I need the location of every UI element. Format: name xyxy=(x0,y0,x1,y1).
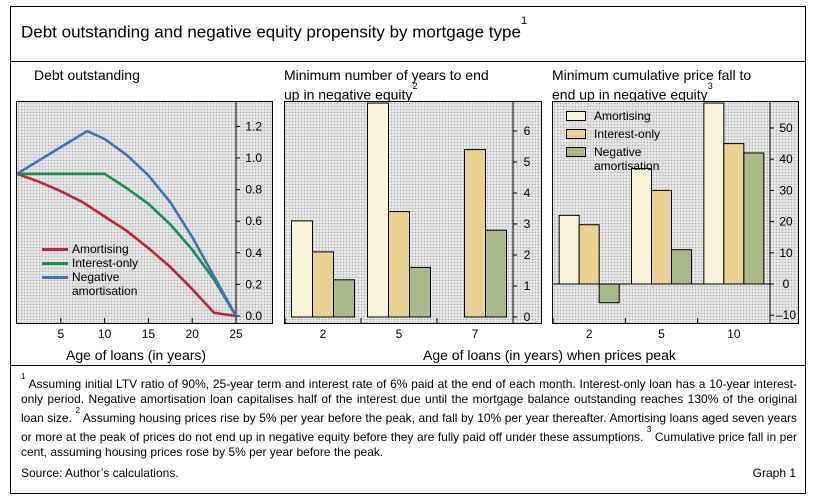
fall-y-tick-label: 50 xyxy=(779,121,793,135)
debt-y-tick-label: 0.4 xyxy=(245,246,262,260)
panel-title-fall: Minimum cumulative price fall to end up … xyxy=(552,67,752,103)
debt-y-tick-label: 0.2 xyxy=(245,277,262,291)
debt-x-tick-label: 25 xyxy=(229,327,243,341)
years-bar-negative-amortisation xyxy=(409,266,431,318)
footnote-divider xyxy=(10,365,806,366)
years-y-tick-label: 1 xyxy=(524,279,531,293)
legend-item-negative-cont: amortisation xyxy=(72,284,138,298)
interest-only-line xyxy=(17,172,238,317)
debt-x-tick-label: 20 xyxy=(186,327,200,341)
source-note: Source: Author’s calculations. xyxy=(21,466,179,480)
legend-item-interest-only: Interest-only xyxy=(42,256,138,270)
footnotes: 1 Assuming initial LTV ratio of 90%, 25-… xyxy=(21,372,798,459)
legend-fall: Amortising Interest-only Negative amortis… xyxy=(566,109,660,173)
plot-area-fall xyxy=(552,101,799,324)
fall-bar-amortising xyxy=(631,168,652,285)
years-bar-amortising xyxy=(291,220,313,318)
fall-y-tick-label: 30 xyxy=(779,183,793,197)
fall-bar-negative-amortisation xyxy=(598,283,620,304)
graph-frame xyxy=(10,6,806,494)
fall-bar-interest-only xyxy=(651,189,672,285)
graph-number: Graph 1 xyxy=(752,466,796,480)
years-x-tick-label: 7 xyxy=(472,327,479,341)
graph-title: Debt outstanding and negative equity pro… xyxy=(21,15,528,42)
panel-title-debt: Debt outstanding xyxy=(34,67,140,83)
debt-y-tick-label: 0.6 xyxy=(245,214,262,228)
legend-swatch-amortising xyxy=(42,248,68,251)
fall-x-tick-label: 10 xyxy=(727,327,741,341)
years-x-tick-label: 5 xyxy=(396,327,403,341)
fall-x-tick-label: 2 xyxy=(586,327,593,341)
fall-y-tick-label: 20 xyxy=(779,215,793,229)
fall-x-tick-label: 5 xyxy=(658,327,665,341)
fall-y-tick-label: –10 xyxy=(776,308,796,322)
debt-x-tick-label: 15 xyxy=(142,327,156,341)
legend-swatch-negative xyxy=(42,276,68,279)
years-bar-interest-only xyxy=(388,211,410,318)
years-y-tick-label: 6 xyxy=(524,124,531,138)
fall-bar-negative-amortisation xyxy=(671,249,692,285)
title-divider xyxy=(10,61,806,62)
fall-bar-amortising xyxy=(703,102,725,285)
debt-y-tick-label: 1.2 xyxy=(245,119,262,133)
negative-amortisation-line xyxy=(16,129,238,317)
amortising-line xyxy=(16,172,237,318)
debt-y-tick-label: 1.0 xyxy=(245,151,262,165)
legend-item-negative-bar: Negative amortisation xyxy=(566,145,660,173)
fall-y-tick-label: 0 xyxy=(783,277,790,291)
plot-area-debt xyxy=(16,101,273,324)
legend-swatch-negative-bar xyxy=(566,147,586,157)
years-y-tick-label: 4 xyxy=(524,186,531,200)
fall-bar-interest-only xyxy=(578,224,600,285)
fall-bar-negative-amortisation xyxy=(743,152,765,285)
years-bar-interest-only xyxy=(312,251,334,318)
debt-x-tick-label: 5 xyxy=(57,327,64,341)
years-bar-negative-amortisation xyxy=(485,229,507,318)
years-x-tick-label: 2 xyxy=(320,327,327,341)
legend-item-amortising-bar: Amortising xyxy=(566,109,660,127)
years-bar-interest-only xyxy=(464,149,486,318)
fall-bar-interest-only xyxy=(723,143,745,285)
legend-swatch-amortising-bar xyxy=(566,111,586,121)
legend-debt: Amortising Interest-only Negative amorti… xyxy=(42,242,138,298)
debt-y-tick-label: 0.0 xyxy=(245,309,262,323)
legend-swatch-interest-only xyxy=(42,262,68,265)
legend-item-negative: Negative xyxy=(42,270,138,284)
legend-item-amortising: Amortising xyxy=(42,242,138,256)
years-y-tick-label: 2 xyxy=(524,248,531,262)
debt-x-tick-label: 10 xyxy=(98,327,112,341)
fall-y-tick-label: 40 xyxy=(779,152,793,166)
fall-bar-amortising xyxy=(558,214,580,285)
years-y-tick-label: 5 xyxy=(524,155,531,169)
years-bar-negative-amortisation xyxy=(333,279,355,318)
fall-y-tick-label: 10 xyxy=(779,246,793,260)
legend-swatch-interest-only-bar xyxy=(566,129,586,139)
x-axis-title-bars: Age of loans (in years) when prices peak xyxy=(423,347,676,363)
years-bar-amortising xyxy=(367,102,389,318)
panel-title-years: Minimum number of years to end up in neg… xyxy=(284,67,489,103)
years-y-tick-label: 0 xyxy=(524,310,531,324)
legend-item-interest-only-bar: Interest-only xyxy=(566,127,660,145)
debt-y-tick-label: 0.8 xyxy=(245,183,262,197)
x-axis-title-debt: Age of loans (in years) xyxy=(66,347,207,363)
years-y-tick-label: 3 xyxy=(524,217,531,231)
